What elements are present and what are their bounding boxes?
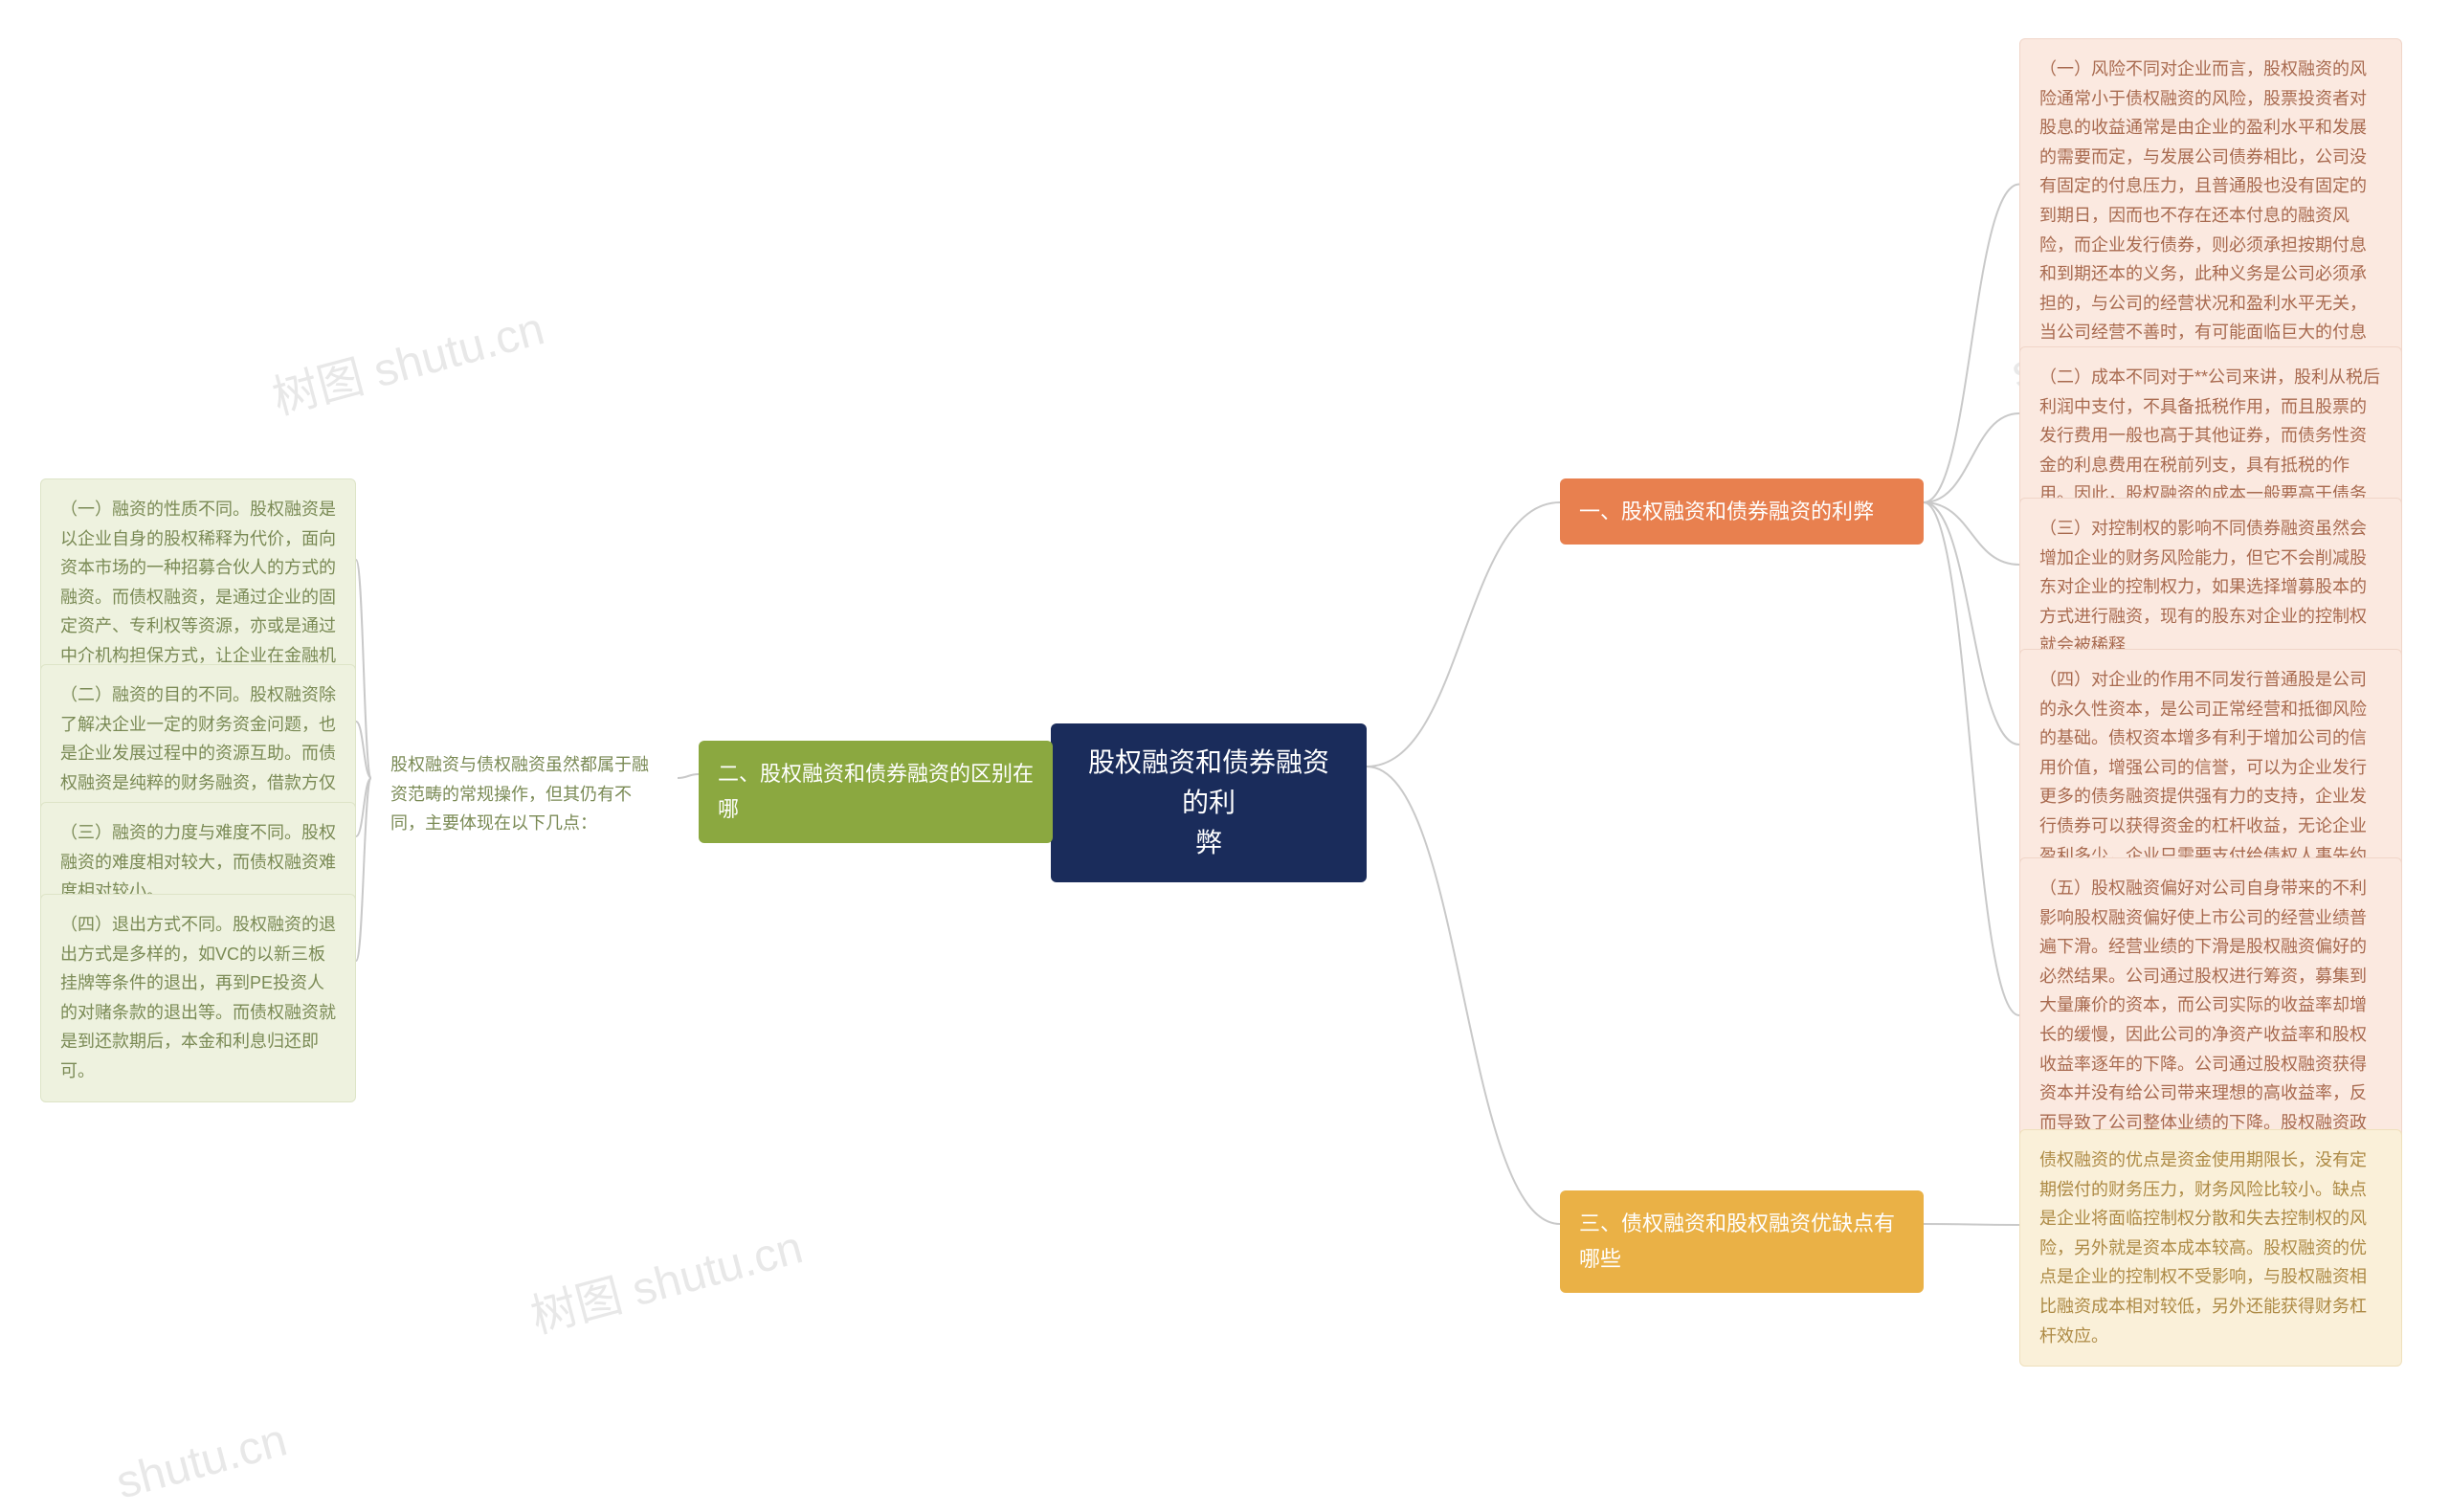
watermark: 树图 shutu.cn xyxy=(523,1210,809,1346)
root-node: 股权融资和债券融资的利 弊 xyxy=(1051,723,1367,882)
branch-3-content: 债权融资的优点是资金使用期限长，没有定期偿付的财务压力，财务风险比较小。缺点是企… xyxy=(2019,1129,2402,1367)
branch-3: 三、债权融资和股权融资优缺点有 哪些 xyxy=(1560,1190,1924,1293)
branch-2-item-3: （四）退出方式不同。股权融资的退出方式是多样的，如VC的以新三板挂牌等条件的退出… xyxy=(40,894,356,1102)
branch-2: 二、股权融资和债券融资的区别在 哪 xyxy=(699,741,1053,843)
watermark: shutu.cn xyxy=(111,1413,293,1509)
branch-2-mid: 股权融资与债权融资虽然都属于融资范畴的常规操作，但其仍有不同，主要体现在以下几点… xyxy=(371,735,678,854)
watermark: 树图 shutu.cn xyxy=(264,291,550,428)
branch-1: 一、股权融资和债券融资的利弊 xyxy=(1560,478,1924,545)
